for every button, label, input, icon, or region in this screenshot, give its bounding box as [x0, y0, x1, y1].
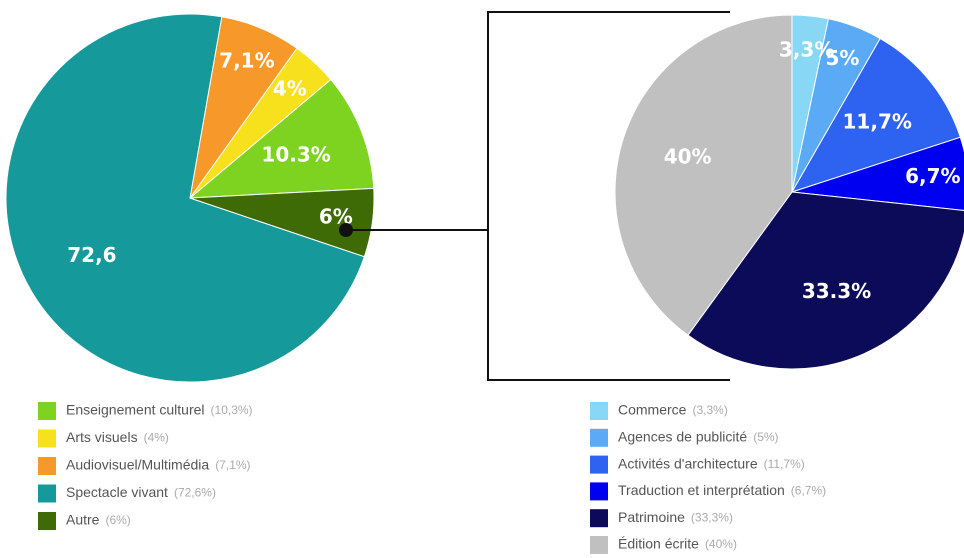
legend-label: Édition écrite — [618, 536, 699, 552]
legend-value: (4%) — [144, 431, 169, 445]
slice-label: 33.3% — [802, 279, 871, 303]
drilldown-connector — [339, 11, 730, 381]
pie-slice — [189, 187, 375, 258]
legend-swatch — [590, 428, 608, 447]
legend-value: (7,1%) — [215, 458, 250, 472]
legend-value: (3,3%) — [692, 403, 727, 417]
legend-label: Patrimoine — [618, 509, 685, 525]
connector-dot — [339, 223, 353, 237]
pie-slice — [614, 14, 793, 336]
legend-label: Audiovisuel/Multimédia — [66, 457, 209, 473]
pie-slice — [790, 37, 961, 193]
legend-value: (10,3%) — [211, 403, 253, 417]
legend-swatch — [38, 457, 56, 475]
legend-swatch — [38, 512, 56, 530]
legend-label: Commerce — [618, 402, 687, 418]
legend-label: Activités d'architecture — [618, 455, 758, 471]
pies: 10.3%4%7,1%72,66%3,3%5%11,7%6,7%33.3%40% — [5, 13, 964, 383]
slice-label: 4% — [273, 76, 307, 100]
slice-label: 40% — [664, 145, 712, 169]
slice-label: 72,6 — [67, 243, 116, 267]
legend-swatch — [38, 484, 56, 503]
slice-label: 3,3% — [779, 38, 834, 62]
legend-swatch — [38, 429, 56, 448]
slice-label: 6,7% — [905, 164, 960, 188]
legend-swatch — [590, 455, 608, 474]
pie-slice — [188, 78, 375, 199]
legend-label: Agences de publicité — [618, 429, 747, 445]
slice-label: 11,7% — [843, 109, 912, 133]
pie-slice — [687, 191, 964, 370]
legend-value: (72,6%) — [174, 486, 216, 500]
legend-label: Enseignement culturel — [66, 402, 205, 418]
legend-value: (6%) — [105, 513, 130, 527]
bracket — [487, 11, 730, 381]
legend-value: (40%) — [705, 537, 737, 551]
pie-slice — [791, 136, 964, 211]
legend-label: Spectacle vivant — [66, 484, 168, 500]
legend-swatch — [38, 402, 56, 420]
legend-value: (11,7%) — [764, 457, 805, 471]
legend-value: (5%) — [753, 430, 778, 444]
slice-label: 10.3% — [261, 143, 330, 167]
legend-swatch — [590, 536, 608, 554]
legend-label: Arts visuels — [66, 429, 138, 445]
pie-slice — [5, 13, 366, 383]
slice-label: 5% — [825, 46, 859, 70]
legend-swatch — [590, 509, 608, 528]
legend-swatch — [590, 402, 608, 420]
legend-value: (6,7%) — [791, 484, 826, 498]
slice-label: 7,1% — [219, 49, 274, 73]
legend-label: Traduction et interprétation — [618, 482, 785, 498]
legend-value: (33,3%) — [691, 510, 733, 524]
legend-swatch — [590, 482, 608, 501]
legend-label: Autre — [66, 512, 100, 528]
